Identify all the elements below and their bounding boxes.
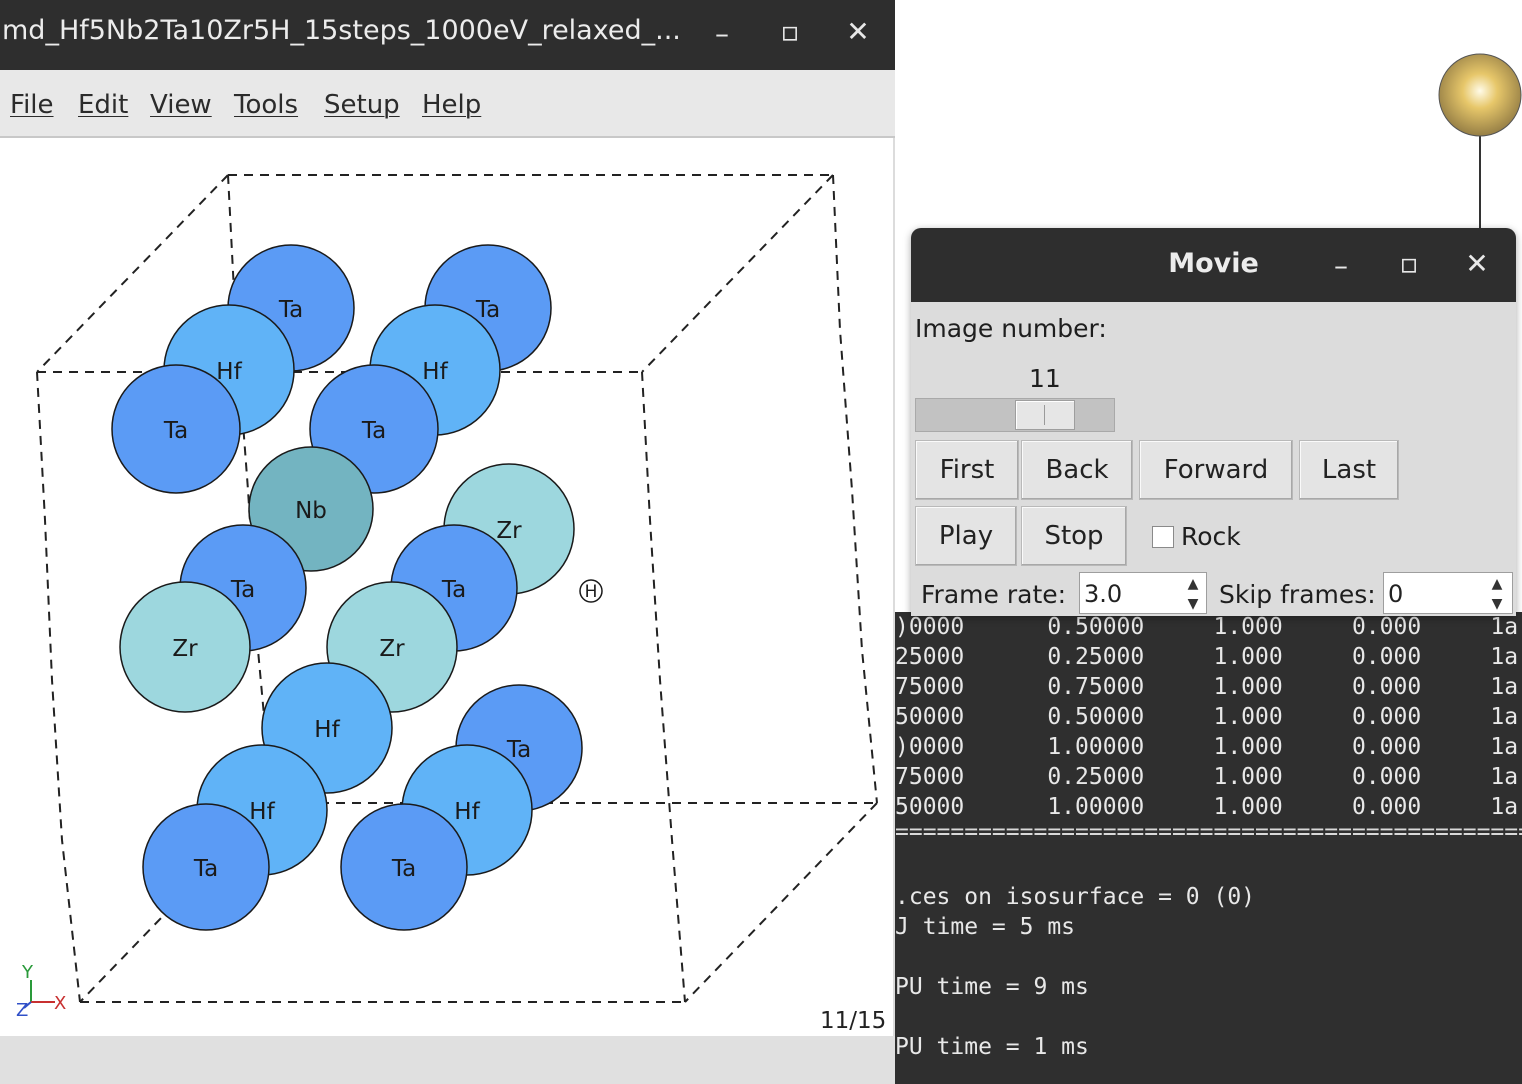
axis-z-label: Z <box>16 1000 28 1021</box>
frame-rate-input[interactable]: 3.0 <box>1079 572 1207 614</box>
atom-zr[interactable]: Zr <box>119 581 251 713</box>
menu-setup[interactable]: Setup <box>324 90 400 120</box>
slider-thumb[interactable] <box>1015 400 1075 430</box>
axis-y-label: Y <box>21 962 34 983</box>
skip-frames-spinner[interactable]: ▲ ▼ <box>1491 576 1503 612</box>
menu-file[interactable]: File <box>10 90 54 120</box>
terminal-log-line: PU time = 1 ms <box>895 1034 1089 1060</box>
atom-h[interactable]: H <box>579 579 603 603</box>
minimize-button[interactable]: – <box>1334 249 1348 282</box>
structure-viewer-canvas[interactable]: Ta Ta Hf Hf Ta Ta Nb Zr Ta Ta Zr Zr H Hf Ta Hf Hf Ta Ta Y … <box>0 138 895 1036</box>
atom-sphere-decoration <box>1438 53 1522 240</box>
terminal-table-row: 75000 0.25000 1.000 0.000 1a <box>895 764 1519 790</box>
terminal-table-row: 75000 0.75000 1.000 0.000 1a <box>895 674 1519 700</box>
atom-label: H <box>585 582 598 602</box>
maximize-button[interactable]: ▫ <box>1399 247 1419 280</box>
image-number-value: 11 <box>1029 364 1061 393</box>
status-bar <box>0 1036 895 1084</box>
terminal-log-line: PU time = 9 ms <box>895 974 1089 1000</box>
atom-label: Ta <box>475 297 500 323</box>
frame-counter: 11/15 <box>820 1008 887 1034</box>
rock-checkbox[interactable] <box>1152 526 1174 548</box>
menu-bar: File Edit View Tools Setup Help <box>0 70 895 138</box>
atom-label: Hf <box>314 717 340 743</box>
terminal-separator: ========================================… <box>895 822 1522 842</box>
atom-ta[interactable]: Ta <box>142 803 270 931</box>
atom-label: Zr <box>172 636 198 662</box>
last-button[interactable]: Last <box>1299 440 1399 500</box>
atom-label: Ta <box>230 577 255 603</box>
atom-label: Hf <box>216 359 242 385</box>
atom-label: Ta <box>278 297 303 323</box>
stop-button[interactable]: Stop <box>1021 506 1127 566</box>
window-title: md_Hf5Nb2Ta10Zr5H_15steps_1000eV_relaxed… <box>2 15 681 46</box>
terminal-table-row: 50000 1.00000 1.000 0.000 1a <box>895 794 1519 820</box>
terminal-table-row: )0000 0.50000 1.000 0.000 1a <box>895 614 1519 640</box>
structure-svg: Ta Ta Hf Hf Ta Ta Nb Zr Ta Ta Zr Zr H Hf Ta Hf Hf Ta Ta Y … <box>16 174 878 1021</box>
menu-view[interactable]: View <box>150 90 212 120</box>
atom-label: Zr <box>379 636 405 662</box>
atom-ta[interactable]: Ta <box>111 364 241 494</box>
close-button[interactable]: ✕ <box>1465 247 1489 280</box>
menu-help[interactable]: Help <box>422 90 482 120</box>
terminal-table-row: )0000 1.00000 1.000 0.000 1a <box>895 734 1519 760</box>
rock-label: Rock <box>1181 522 1241 551</box>
atom-label: Hf <box>422 359 448 385</box>
back-button[interactable]: Back <box>1021 440 1133 500</box>
movie-dialog-title: Movie <box>1168 248 1259 279</box>
axis-indicator: Y X Z <box>16 962 66 1021</box>
menu-edit[interactable]: Edit <box>78 90 129 120</box>
atom-label: Ta <box>193 856 218 882</box>
terminal-table-row: 25000 0.25000 1.000 0.000 1a <box>895 644 1519 670</box>
forward-button[interactable]: Forward <box>1139 440 1293 500</box>
terminal-output: )0000 0.50000 1.000 0.000 1a 25000 0.250… <box>895 612 1522 1084</box>
frame-rate-label: Frame rate: <box>921 580 1067 609</box>
atom-label: Zr <box>496 518 522 544</box>
terminal-log-line: .ces on isosurface = 0 (0) <box>895 884 1256 910</box>
atom-label: Ta <box>361 418 386 444</box>
axis-x-label: X <box>54 993 66 1014</box>
atom-ta[interactable]: Ta <box>340 803 468 931</box>
movie-dialog-titlebar[interactable]: Movie – ▫ ✕ <box>911 228 1516 302</box>
atom-label: Ta <box>163 418 188 444</box>
atom-label: Hf <box>249 799 275 825</box>
main-window-titlebar[interactable]: md_Hf5Nb2Ta10Zr5H_15steps_1000eV_relaxed… <box>0 0 895 70</box>
first-button[interactable]: First <box>915 440 1019 500</box>
play-button[interactable]: Play <box>915 506 1017 566</box>
atom-label: Hf <box>454 799 480 825</box>
terminal-table-row: 50000 0.50000 1.000 0.000 1a <box>895 704 1519 730</box>
terminal <box>895 612 1522 1084</box>
atom-label: Ta <box>506 737 531 763</box>
atoms-layer: Ta Ta Hf Hf Ta Ta Nb Zr Ta Ta Zr Zr H Hf Ta Hf Hf Ta Ta <box>111 244 603 931</box>
movie-dialog: Movie – ▫ ✕ Image number: 11 First Back … <box>911 228 1516 616</box>
skip-frames-input[interactable]: 0 <box>1383 572 1513 614</box>
menu-tools[interactable]: Tools <box>234 90 299 120</box>
skip-frames-label: Skip frames: <box>1219 580 1376 609</box>
maximize-button[interactable]: ▫ <box>780 15 800 48</box>
atom-label: Ta <box>391 856 416 882</box>
atom-label: Nb <box>295 498 327 524</box>
minimize-button[interactable]: – <box>715 17 729 50</box>
image-number-label: Image number: <box>915 314 1107 343</box>
close-button[interactable]: ✕ <box>846 15 870 48</box>
atom-label: Ta <box>441 577 466 603</box>
frame-rate-spinner[interactable]: ▲ ▼ <box>1187 576 1199 612</box>
terminal-log-line: J time = 5 ms <box>895 914 1076 940</box>
unit-cell-box <box>36 174 878 1003</box>
